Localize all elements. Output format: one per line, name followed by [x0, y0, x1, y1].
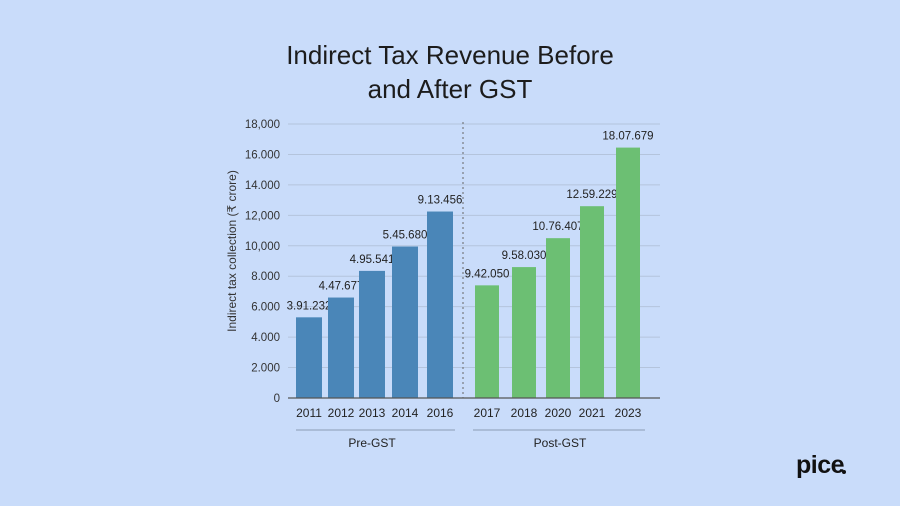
y-tick-label: 16.000 — [245, 149, 280, 161]
x-tick-label: 2012 — [328, 406, 355, 420]
chart-title: Indirect Tax Revenue Before and After GS… — [0, 38, 900, 106]
x-tick-label: 2020 — [545, 406, 572, 420]
group-label: Post-GST — [534, 436, 587, 450]
y-tick-label: 12,000 — [245, 210, 280, 222]
y-axis-label: Indirect tax collection (₹ crore) — [225, 170, 239, 332]
y-tick-label: 4.000 — [251, 332, 280, 344]
bar-2013 — [359, 270, 385, 398]
bar-2021 — [580, 206, 604, 398]
brand-logo-dot — [842, 470, 846, 474]
data-label: 4.95.541 — [350, 254, 395, 266]
y-tick-label: 6.000 — [251, 302, 280, 314]
y-tick-label: 10,000 — [245, 241, 280, 253]
data-label: 10.76.407 — [532, 221, 583, 233]
bar-2012 — [328, 297, 354, 398]
data-label: 9.42.050 — [465, 268, 510, 280]
chart-title-line-2: and After GST — [367, 74, 533, 104]
x-tick-label: 2017 — [474, 406, 501, 420]
bar-2011 — [296, 317, 322, 398]
bar-2017 — [475, 285, 499, 398]
x-tick-label: 2014 — [392, 406, 419, 420]
x-tick-label: 2023 — [615, 406, 642, 420]
data-label: 18.07.679 — [602, 131, 653, 143]
brand-logo: pice — [796, 451, 845, 479]
group-label: Pre-GST — [348, 436, 396, 450]
bar-2016 — [427, 211, 453, 398]
data-label: 3.91.232 — [287, 300, 332, 312]
y-tick-label: 8.000 — [251, 271, 280, 283]
data-label: 4.47.677 — [319, 281, 364, 293]
data-label: 12.59.229 — [566, 189, 617, 201]
y-tick-label: 0 — [274, 393, 280, 405]
x-tick-label: 2016 — [427, 406, 454, 420]
y-tick-label: 14.000 — [245, 180, 280, 192]
x-tick-label: 2013 — [359, 406, 386, 420]
chart-title-line-1: Indirect Tax Revenue Before — [286, 40, 614, 70]
bar-2023 — [616, 147, 640, 398]
bar-2014 — [392, 246, 418, 398]
y-tick-label: 2.000 — [251, 363, 280, 375]
x-tick-label: 2018 — [511, 406, 538, 420]
data-label: 9.13.456 — [418, 195, 463, 207]
data-label: 9.58.030 — [502, 250, 547, 262]
data-label: 5.45.680 — [383, 230, 428, 242]
x-tick-label: 2011 — [296, 406, 322, 420]
y-tick-label: 18,000 — [245, 119, 280, 131]
bar-2020 — [546, 238, 570, 398]
bar-2018 — [512, 267, 536, 398]
x-tick-label: 2021 — [579, 406, 606, 420]
